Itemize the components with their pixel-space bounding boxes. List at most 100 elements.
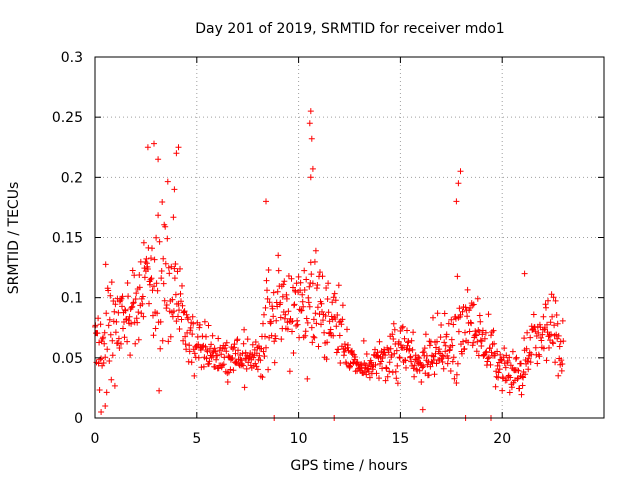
data-point [129,303,136,310]
data-point [391,326,398,333]
data-point [288,275,295,282]
data-point [263,198,269,205]
data-point [130,299,137,306]
data-point [468,320,475,327]
data-point [107,331,114,338]
data-point [440,365,447,372]
data-point [492,383,499,390]
data-point [521,270,528,277]
data-point [274,288,281,295]
data-point [548,291,555,298]
data-point [260,320,266,327]
x-axis-label: GPS time / hours [290,458,407,474]
data-point [425,372,432,379]
data-point [397,328,404,334]
data-point [264,287,270,294]
data-point [332,297,339,304]
data-points [92,108,567,421]
data-point [144,144,151,151]
data-point [524,329,531,336]
data-point [512,355,519,362]
data-point [112,301,119,308]
data-point [319,273,326,280]
data-point [169,296,176,303]
data-point [269,305,276,312]
data-point [312,247,319,254]
y-axis-label: SRMTID / TECUs [6,182,22,295]
data-point [416,355,423,362]
data-point [100,334,107,341]
data-point [324,296,331,302]
data-point [421,345,428,352]
data-point [221,354,228,361]
y-tick-label: 0.25 [52,110,83,126]
data-point [378,358,385,365]
data-point [426,342,433,349]
data-point [125,293,132,300]
data-point [271,338,278,345]
data-point [433,344,439,351]
data-point [96,387,103,393]
data-point [455,180,462,187]
data-point [197,347,204,353]
data-point [105,322,112,329]
data-point [240,362,247,369]
data-point [552,297,559,304]
data-point [152,325,159,332]
data-point [104,346,111,353]
data-point [183,346,190,353]
data-point [543,357,550,364]
data-point [544,321,550,328]
data-point [252,360,259,367]
data-point [449,358,456,365]
data-point [261,353,268,360]
data-point [496,366,503,373]
data-point [201,318,208,325]
data-point [395,338,402,345]
data-point [139,293,146,300]
data-point [386,359,393,366]
data-point [120,325,126,332]
data-point [111,382,118,389]
data-point [268,318,275,325]
data-point [307,108,314,115]
data-point [165,338,172,345]
data-point [476,312,483,319]
data-point [176,326,183,332]
data-point [327,326,334,333]
data-point [335,282,342,289]
data-point [277,314,284,321]
data-point [163,302,170,308]
y-tick-labels: 0 0.05 0.1 0.15 0.2 0.25 0.3 [52,50,83,427]
data-point [149,245,155,252]
data-point [162,260,169,267]
y-tick-label: 0.15 [52,231,83,247]
data-point [311,334,318,341]
data-point [382,352,389,359]
data-point [390,336,397,342]
data-point [408,358,415,365]
x-tick-label: 0 [91,431,100,447]
data-point [215,335,222,342]
data-point [376,338,383,345]
data-point [525,366,532,373]
data-point [157,318,164,325]
data-point [430,314,436,321]
data-point [257,357,264,364]
data-point [154,287,161,294]
data-point [171,275,178,282]
data-point [107,292,114,299]
data-point [335,346,342,353]
data-point [128,320,135,327]
data-point [347,360,354,367]
data-point [290,284,296,291]
data-point [392,368,399,375]
data-point [394,380,401,387]
data-point [140,239,147,246]
data-point [532,344,539,351]
data-point [336,332,343,339]
data-point [173,318,180,325]
data-point [507,374,514,381]
data-point [482,329,489,336]
data-point [436,346,443,353]
